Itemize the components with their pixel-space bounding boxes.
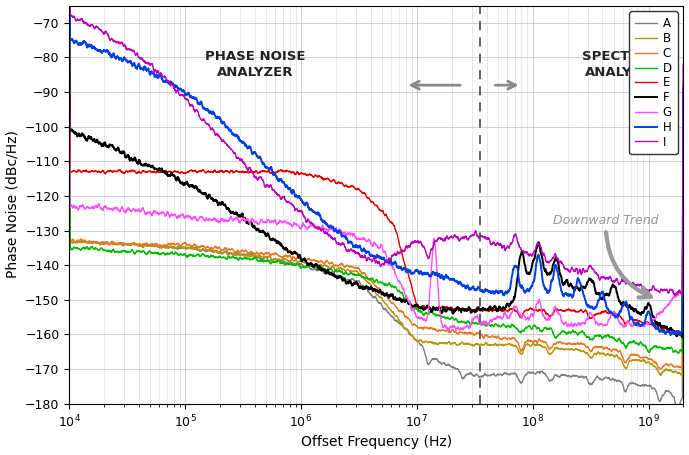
G bbox=[445, 328, 453, 334]
I bbox=[679, 63, 688, 68]
D bbox=[667, 344, 675, 350]
E bbox=[679, 80, 688, 85]
D bbox=[65, 33, 73, 39]
F bbox=[327, 270, 336, 275]
Text: SPECTRUM
ANALYZER: SPECTRUM ANALYZER bbox=[582, 50, 664, 79]
C bbox=[657, 366, 665, 372]
Line: A: A bbox=[69, 31, 683, 409]
F bbox=[679, 87, 688, 92]
Line: D: D bbox=[69, 36, 683, 353]
H bbox=[327, 224, 336, 230]
Legend: A, B, C, D, E, F, G, H, I: A, B, C, D, E, F, G, H, I bbox=[630, 11, 677, 154]
D bbox=[135, 249, 143, 254]
G bbox=[601, 322, 610, 327]
D bbox=[679, 90, 688, 95]
F bbox=[601, 292, 609, 297]
E bbox=[667, 329, 675, 334]
E bbox=[675, 331, 683, 337]
A bbox=[172, 245, 180, 251]
Line: E: E bbox=[69, 0, 683, 334]
G bbox=[135, 208, 143, 213]
Line: C: C bbox=[69, 32, 683, 369]
B bbox=[601, 353, 609, 358]
G bbox=[172, 212, 180, 218]
A bbox=[135, 243, 143, 249]
G bbox=[679, 61, 688, 66]
D bbox=[327, 267, 336, 272]
I bbox=[667, 288, 675, 293]
A bbox=[667, 391, 675, 396]
G bbox=[668, 297, 676, 303]
D bbox=[300, 264, 309, 270]
I bbox=[300, 214, 309, 220]
F bbox=[679, 334, 687, 340]
D bbox=[601, 334, 609, 339]
C bbox=[65, 30, 73, 35]
C bbox=[601, 345, 609, 351]
Y-axis label: Phase Noise (dBc/Hz): Phase Noise (dBc/Hz) bbox=[6, 131, 19, 278]
G bbox=[65, 14, 73, 20]
Line: F: F bbox=[69, 0, 683, 337]
B bbox=[667, 368, 675, 373]
B bbox=[172, 246, 180, 251]
A bbox=[679, 115, 688, 120]
X-axis label: Offset Frequency (Hz): Offset Frequency (Hz) bbox=[301, 435, 452, 450]
F bbox=[300, 256, 309, 261]
Line: I: I bbox=[69, 0, 683, 296]
A bbox=[601, 375, 609, 380]
Text: Downward Trend: Downward Trend bbox=[553, 213, 659, 298]
E bbox=[300, 171, 309, 177]
C bbox=[300, 257, 309, 262]
C bbox=[679, 98, 688, 103]
H bbox=[300, 201, 309, 207]
Line: G: G bbox=[69, 17, 683, 331]
C bbox=[172, 242, 180, 247]
C bbox=[135, 242, 143, 247]
C bbox=[668, 362, 676, 367]
H bbox=[667, 330, 675, 336]
Text: PHASE NOISE
ANALYZER: PHASE NOISE ANALYZER bbox=[205, 50, 305, 79]
H bbox=[679, 84, 688, 90]
E bbox=[601, 308, 609, 313]
B bbox=[327, 264, 336, 270]
Line: B: B bbox=[69, 32, 683, 375]
E bbox=[327, 179, 336, 185]
B bbox=[679, 102, 688, 108]
E bbox=[172, 169, 180, 174]
H bbox=[172, 84, 180, 89]
C bbox=[327, 261, 336, 266]
I bbox=[327, 235, 336, 241]
H bbox=[601, 298, 609, 303]
I bbox=[172, 89, 180, 94]
F bbox=[667, 325, 675, 331]
F bbox=[135, 158, 143, 163]
B bbox=[678, 373, 686, 378]
B bbox=[135, 241, 143, 247]
H bbox=[676, 333, 684, 338]
F bbox=[172, 177, 180, 182]
I bbox=[671, 293, 679, 298]
I bbox=[135, 56, 143, 61]
B bbox=[300, 260, 309, 265]
G bbox=[327, 226, 336, 231]
A bbox=[300, 264, 309, 270]
B bbox=[65, 30, 73, 35]
A bbox=[327, 271, 336, 276]
E bbox=[135, 169, 143, 174]
G bbox=[300, 223, 309, 229]
D bbox=[172, 250, 180, 255]
Line: H: H bbox=[69, 0, 683, 335]
I bbox=[601, 275, 609, 281]
H bbox=[135, 63, 143, 68]
A bbox=[672, 406, 681, 411]
D bbox=[674, 350, 682, 356]
A bbox=[65, 29, 73, 34]
